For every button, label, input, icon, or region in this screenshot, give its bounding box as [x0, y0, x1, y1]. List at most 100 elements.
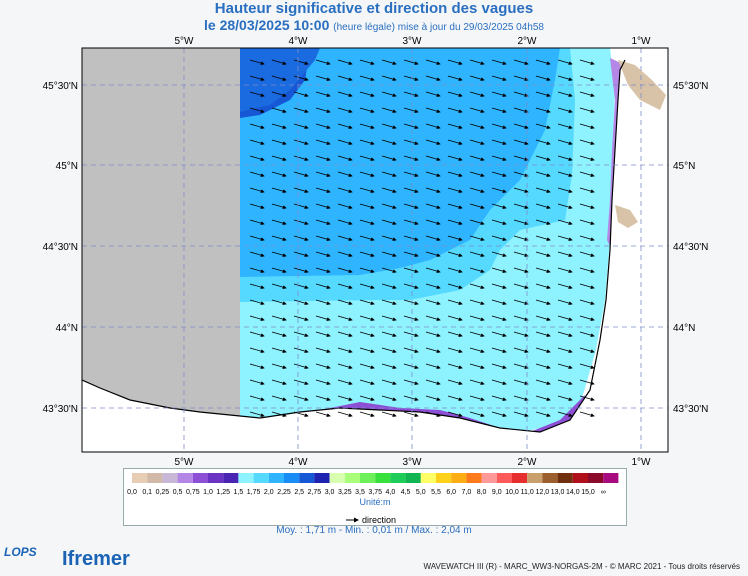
wave-direction-arrow — [271, 411, 287, 418]
wave-direction-arrow — [535, 107, 551, 114]
wave-direction-arrow — [315, 315, 331, 322]
legend-label: 7,0 — [462, 489, 472, 496]
wave-direction-arrow — [359, 187, 375, 194]
wave-direction-arrow — [579, 251, 595, 258]
wave-direction-arrow — [381, 251, 397, 258]
wave-direction-arrow — [447, 235, 463, 242]
wave-direction-arrow — [337, 203, 353, 210]
wave-direction-arrow — [513, 251, 529, 258]
legend-swatch — [132, 473, 148, 483]
wave-direction-arrow — [359, 219, 375, 226]
wave-direction-arrow — [447, 267, 463, 274]
wave-direction-arrow — [557, 363, 573, 370]
wave-direction-arrow — [513, 315, 529, 322]
wave-direction-arrow — [491, 219, 507, 226]
wave-direction-arrow — [403, 315, 419, 322]
wave-direction-arrow — [337, 347, 353, 354]
wave-direction-arrow — [271, 395, 287, 402]
wave-direction-arrow — [535, 91, 551, 98]
legend-label: 2,0 — [264, 489, 274, 496]
wave-direction-arrow — [535, 235, 551, 242]
wave-direction-arrow — [293, 315, 309, 322]
wave-direction-arrow — [315, 283, 331, 290]
legend-swatch — [588, 473, 604, 483]
wave-direction-arrow — [249, 123, 265, 130]
wave-direction-arrow — [513, 219, 529, 226]
wave-direction-arrow — [359, 75, 375, 82]
wave-direction-arrow — [315, 299, 331, 306]
wave-direction-arrow — [337, 219, 353, 226]
wave-direction-arrow — [579, 171, 595, 178]
wave-direction-arrow — [381, 187, 397, 194]
legend-swatch — [542, 473, 558, 483]
legend-swatch — [466, 473, 482, 483]
wave-direction-arrow — [557, 331, 573, 338]
wave-direction-arrow — [557, 411, 573, 418]
wave-direction-arrow — [425, 395, 441, 402]
wave-direction-arrow — [535, 315, 551, 322]
wave-direction-arrow — [249, 379, 265, 386]
wave-direction-arrow — [447, 411, 463, 418]
wave-direction-arrow — [447, 139, 463, 146]
wave-direction-arrow — [447, 59, 463, 66]
wave-direction-arrow — [249, 251, 265, 258]
wave-direction-arrow — [381, 75, 397, 82]
wave-direction-arrow — [359, 91, 375, 98]
legend-swatch — [344, 473, 360, 483]
wave-direction-arrow — [315, 347, 331, 354]
wave-direction-arrow — [425, 411, 441, 418]
wave-direction-arrow — [249, 267, 265, 274]
wave-direction-arrow — [557, 219, 573, 226]
wave-direction-arrow — [293, 59, 309, 66]
wave-direction-arrow — [271, 155, 287, 162]
wave-direction-arrow — [359, 203, 375, 210]
legend-swatch — [527, 473, 543, 483]
wave-direction-arrow — [491, 363, 507, 370]
wave-direction-arrow — [469, 107, 485, 114]
wave-direction-arrow — [425, 75, 441, 82]
wave-direction-arrow — [579, 235, 595, 242]
wave-direction-arrow — [447, 219, 463, 226]
wave-direction-arrow — [271, 331, 287, 338]
wave-direction-arrow — [381, 395, 397, 402]
graticule — [82, 48, 668, 452]
wave-direction-arrow — [359, 251, 375, 258]
legend-swatch — [512, 473, 528, 483]
no-data-region — [82, 48, 240, 452]
wave-direction-arrow — [447, 155, 463, 162]
wave-direction-arrow — [579, 219, 595, 226]
wave-direction-arrow — [491, 251, 507, 258]
wave-direction-arrow — [381, 379, 397, 386]
wave-direction-arrow — [293, 283, 309, 290]
wave-direction-arrow — [315, 379, 331, 386]
wave-direction-arrow — [315, 187, 331, 194]
wave-direction-arrow — [491, 123, 507, 130]
wave-direction-arrow — [579, 107, 595, 114]
legend-swatch — [375, 473, 391, 483]
legend-swatch — [162, 473, 178, 483]
wave-direction-arrow — [425, 123, 441, 130]
wave-direction-arrow — [469, 299, 485, 306]
wave-direction-arrow — [381, 203, 397, 210]
wave-direction-arrow — [557, 203, 573, 210]
legend-label: 3,0 — [325, 489, 335, 496]
legend-swatch — [177, 473, 193, 483]
sea-2-0m — [240, 48, 560, 277]
wave-direction-arrow — [249, 75, 265, 82]
legend-swatch — [147, 473, 163, 483]
lon-bottom-4: 1°W — [632, 457, 652, 468]
wave-direction-arrow — [359, 123, 375, 130]
wave-direction-arrow — [315, 203, 331, 210]
wave-direction-arrow — [315, 155, 331, 162]
wave-direction-arrow — [535, 219, 551, 226]
wave-direction-arrow — [491, 187, 507, 194]
wave-direction-arrow — [381, 347, 397, 354]
wave-direction-arrow — [403, 235, 419, 242]
wave-direction-arrow — [271, 283, 287, 290]
wave-direction-arrow — [359, 283, 375, 290]
wave-direction-arrow — [535, 411, 551, 418]
wave-direction-arrow — [469, 171, 485, 178]
wave-direction-arrow — [359, 171, 375, 178]
wave-direction-arrow — [513, 139, 529, 146]
